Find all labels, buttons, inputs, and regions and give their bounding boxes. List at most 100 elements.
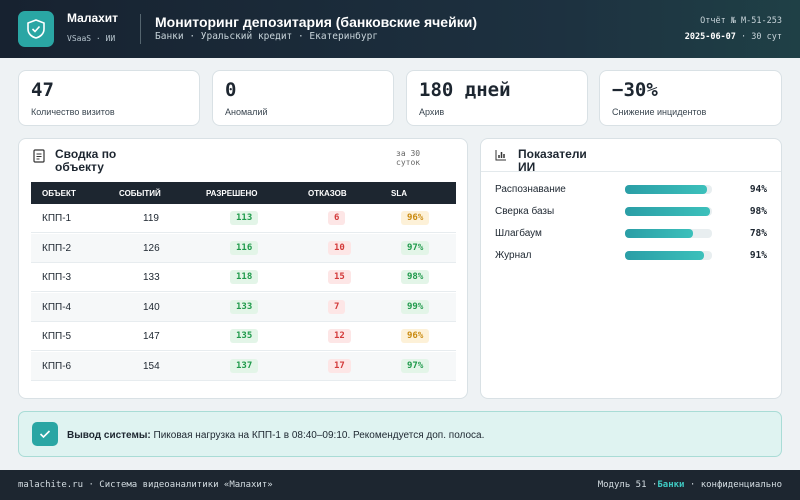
badge: 15 — [328, 270, 351, 284]
metric-value: 91% — [749, 250, 767, 261]
badge: 99% — [401, 299, 430, 314]
ai-card: Показатели ИИ Распознавание 94% Сверка баз… — [480, 138, 782, 399]
cell: КПП-3 — [42, 272, 72, 283]
badge: 118 — [230, 270, 259, 284]
conclusion-heading: Вывод системы: — [67, 430, 151, 441]
badge: 137 — [230, 358, 259, 373]
progress-track — [625, 185, 712, 194]
badge: 12 — [328, 329, 351, 343]
progress-bar — [625, 229, 693, 238]
cell: 133 — [143, 272, 160, 283]
kpi-label: Снижение инцидентов — [612, 107, 707, 117]
doc-icon — [33, 149, 45, 163]
cell: 147 — [143, 331, 160, 342]
report-no: Отчёт № М-51-253 — [700, 16, 782, 26]
conclusion-body: Пиковая нагрузка на КПП-1 в 08:40–09:10.… — [153, 430, 485, 441]
cell: 126 — [143, 242, 160, 254]
metric-value: 94% — [749, 184, 767, 195]
column-header: ОТКАЗОВ — [308, 189, 347, 198]
brand-sub: VSaaS · ИИ — [67, 34, 116, 43]
footer-right: Модуль 51 ·Банки · конфиденциально — [598, 480, 782, 490]
title: Мониторинг депозитария (банковские ячейк… — [155, 14, 477, 30]
kpi-value: 47 — [31, 79, 54, 101]
badge: 97% — [401, 358, 430, 373]
progress-track — [625, 229, 712, 238]
cell: КПП-5 — [42, 331, 72, 342]
footer-tail: · конфиденциально — [689, 480, 782, 490]
badge: 97% — [401, 240, 430, 255]
kpi-value: −30% — [612, 79, 658, 101]
table-row: КПП-6 154 137 17 97% — [31, 351, 456, 381]
footer-module: Модуль 51 · — [597, 480, 658, 490]
column-header: РАЗРЕШЕНО — [206, 189, 258, 198]
badge: 116 — [230, 240, 259, 255]
cell: КПП-6 — [42, 360, 72, 372]
kpi-label: Архив — [419, 107, 445, 117]
progress-bar — [625, 185, 707, 194]
table-note: за 30 суток — [396, 149, 421, 167]
table-row: КПП-1 119 113 6 96% — [31, 204, 456, 233]
badge: 7 — [328, 299, 346, 314]
date: 2025-06-07 — [684, 32, 736, 42]
table-row: КПП-5 147 135 12 96% — [31, 322, 456, 351]
period: · 30 сут — [741, 32, 782, 42]
kpi-label: Количество визитов — [31, 107, 115, 117]
table-card: Сводка по объекту за 30 суток ОБЪЕКТ СОБЫ… — [18, 138, 468, 399]
subtitle: Банки · Уральский кредит · Екатеринбург — [155, 31, 379, 42]
cell: 119 — [143, 213, 159, 224]
kpi-label: Аномалий — [225, 107, 268, 117]
kpi-card: 180 дней Архив — [406, 70, 588, 126]
badge: 135 — [230, 329, 259, 343]
report-date: 2025-06-07 · 30 сут — [682, 30, 782, 44]
badge: 98% — [401, 270, 430, 284]
badge: 96% — [401, 329, 430, 343]
footer-left: malachite.ru · Система видеоаналитики «М… — [18, 480, 273, 490]
kpi-card: 47 Количество визитов — [18, 70, 200, 126]
badge: 17 — [328, 358, 351, 373]
table-row: КПП-3 133 118 15 98% — [31, 263, 456, 292]
metric-label: Распознавание — [495, 184, 566, 195]
metric-label: Сверка базы — [495, 206, 555, 217]
progress-bar — [625, 251, 705, 260]
column-header: ОБЪЕКТ — [42, 189, 76, 198]
cell: КПП-2 — [42, 242, 72, 254]
check-icon — [32, 422, 58, 446]
conclusion: Вывод системы: Пиковая нагрузка на КПП-1… — [18, 411, 782, 457]
metric-label: Журнал — [495, 250, 532, 261]
badge: 96% — [401, 211, 430, 225]
progress-track — [625, 251, 712, 260]
kpi-value: 0 — [225, 79, 237, 101]
cell: 140 — [143, 301, 160, 313]
table-title: Сводка по объекту — [55, 147, 117, 174]
logo-icon — [27, 19, 45, 39]
table-header: ОБЪЕКТ СОБЫТИЙ РАЗРЕШЕНО ОТКАЗОВ SLA — [31, 182, 456, 204]
logo — [18, 11, 54, 47]
kpi-value: 180 дней — [419, 79, 511, 101]
cell: КПП-1 — [42, 213, 72, 224]
column-header: SLA — [391, 189, 407, 198]
cell: 154 — [143, 360, 160, 372]
ai-title: Показатели ИИ — [518, 147, 587, 174]
kpi-card: −30% Снижение инцидентов — [599, 70, 782, 126]
cell: КПП-4 — [42, 301, 72, 313]
separator — [140, 14, 141, 44]
chart-icon — [495, 150, 506, 161]
metric-label: Шлагбаум — [495, 228, 542, 239]
conclusion-text: Вывод системы: Пиковая нагрузка на КПП-1… — [67, 429, 487, 442]
table-row: КПП-4 140 133 7 99% — [31, 292, 456, 322]
badge: 6 — [328, 211, 346, 225]
metric-value: 78% — [749, 228, 767, 239]
metric-value: 98% — [749, 206, 767, 217]
brand: Малахит — [67, 11, 119, 25]
badge: 10 — [328, 240, 351, 255]
badge: 113 — [230, 211, 259, 225]
kpi-card: 0 Аномалий — [212, 70, 394, 126]
header: Малахит VSaaS · ИИ Мониторинг депозитари… — [0, 0, 800, 58]
divider — [481, 171, 781, 172]
table-row: КПП-2 126 116 10 97% — [31, 233, 456, 263]
footer-sector: Банки — [657, 480, 685, 490]
badge: 133 — [230, 299, 259, 314]
progress-track — [625, 207, 712, 216]
progress-bar — [625, 207, 711, 216]
